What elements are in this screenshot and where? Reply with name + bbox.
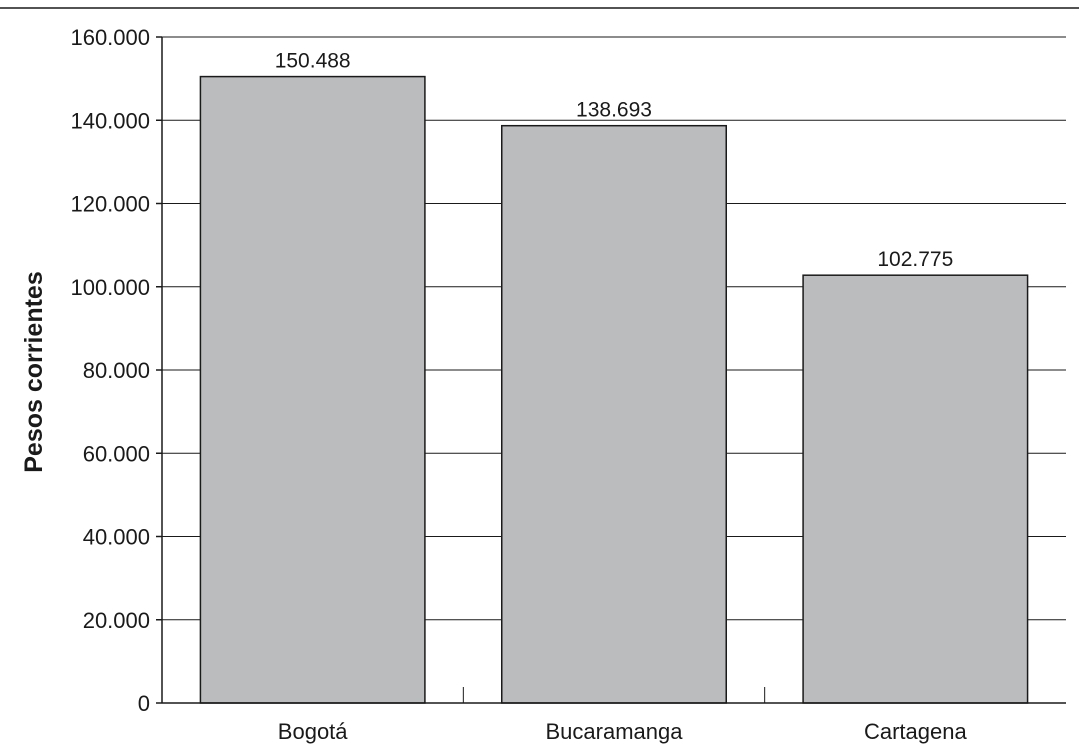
y-tick-label: 40.000 (83, 525, 150, 550)
axes (156, 36, 1066, 704)
y-tick-label: 60.000 (83, 441, 150, 466)
y-tick-label: 160.000 (70, 25, 150, 50)
y-tick-label: 120.000 (70, 192, 150, 217)
x-category-label: Cartagena (864, 719, 968, 744)
x-category-label: Bogotá (278, 719, 348, 744)
data-label: 102.775 (877, 248, 953, 271)
x-category-labels: Bogotá Bucaramanga Cartagena (278, 719, 968, 744)
y-tick-label: 80.000 (83, 358, 150, 383)
y-tick-label: 0 (138, 691, 150, 716)
data-label: 150.488 (275, 50, 351, 73)
y-tick-label: 100.000 (70, 275, 150, 300)
y-tick-label: 20.000 (83, 608, 150, 633)
bar-0 (199, 75, 426, 704)
bar-1 (501, 124, 727, 704)
data-label: 138.693 (576, 99, 652, 122)
bar-2 (802, 274, 1029, 704)
y-tick-label: 140.000 (70, 108, 150, 133)
bars (199, 75, 1029, 704)
y-tick-labels: 0 20.000 40.000 60.000 80.000 100.000 120.000 1… (70, 25, 150, 716)
y-axis-title: Pesos corrientes (20, 271, 48, 473)
x-category-label: Bucaramanga (546, 719, 684, 744)
data-labels: 150.488 138.693 102.775 (275, 50, 954, 272)
